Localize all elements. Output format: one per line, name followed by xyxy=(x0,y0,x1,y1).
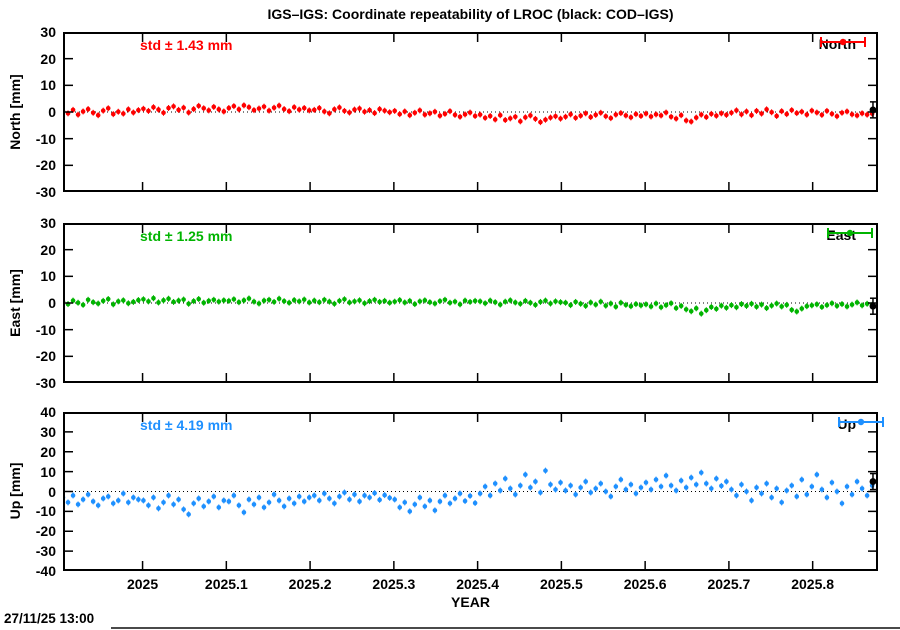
x-axis-label: YEAR xyxy=(451,594,490,610)
page-bottom-rule xyxy=(111,627,900,629)
x-tick-label: 2025.8 xyxy=(791,576,835,592)
x-tick-label: 2025.6 xyxy=(623,576,667,592)
y-tick-label: 10 xyxy=(40,463,56,480)
panel-up: std ± 4.19 mm Up xyxy=(63,412,885,571)
up-legend: Up xyxy=(837,416,885,432)
x-tick-label: 2025.4 xyxy=(456,576,500,592)
y-tick-label: 0 xyxy=(48,104,56,120)
x-tick-label: 2025 xyxy=(126,576,159,592)
y-tick-label: 20 xyxy=(40,241,56,258)
y-tick-label: 20 xyxy=(40,50,56,67)
panel-east: std ± 1.25 mm East xyxy=(63,223,878,383)
east-plot xyxy=(63,223,878,383)
y-tick-label: -20 xyxy=(35,157,56,174)
y-tick-label: 0 xyxy=(48,295,56,311)
y-tick-label: -30 xyxy=(35,375,56,391)
x-tick-label: 2025.3 xyxy=(372,576,416,592)
north-std-label: std ± 1.43 mm xyxy=(140,37,233,53)
y-tick-label: -30 xyxy=(35,543,56,560)
east-std-label: std ± 1.25 mm xyxy=(140,228,233,244)
y-tick-label: -20 xyxy=(35,348,56,365)
y-tick-label: 30 xyxy=(40,24,56,40)
x-tick-label: 2025.5 xyxy=(539,576,583,592)
up-std-label: std ± 4.19 mm xyxy=(140,417,233,433)
y-tick-label: 40 xyxy=(40,404,56,420)
x-tick-label: 2025.1 xyxy=(204,576,248,592)
errorbar-sample-icon xyxy=(819,37,866,47)
y-tick-label: -10 xyxy=(35,503,56,520)
up-plot xyxy=(63,412,878,571)
y-tick-label: -20 xyxy=(35,523,56,540)
panel-north: std ± 1.43 mm North xyxy=(63,32,878,192)
y-tick-label: 30 xyxy=(40,423,56,440)
errorbar-sample-icon xyxy=(827,228,874,238)
x-tick-label: 2025.7 xyxy=(707,576,751,592)
y-tick-label: -10 xyxy=(35,130,56,147)
north-legend-label: North xyxy=(818,36,856,52)
timestamp: 27/11/25 13:00 xyxy=(4,611,95,626)
y-tick-label: 30 xyxy=(40,215,56,231)
y-tick-label: 20 xyxy=(40,443,56,460)
y-tick-label: 10 xyxy=(40,268,56,285)
up-legend-label: Up xyxy=(837,416,856,432)
chart-title: IGS–IGS: Coordinate repeatability of LRO… xyxy=(267,6,674,22)
y-tick-label: 0 xyxy=(48,483,56,500)
north-plot xyxy=(63,32,878,192)
north-legend: North xyxy=(818,36,866,52)
y-tick-label: -10 xyxy=(35,321,56,338)
y-tick-label: 10 xyxy=(40,77,56,94)
east-legend: East xyxy=(826,227,874,243)
y-tick-label: -40 xyxy=(35,563,56,579)
x-tick-label: 2025.2 xyxy=(288,576,332,592)
y-tick-label: -30 xyxy=(35,184,56,200)
errorbar-sample-icon xyxy=(838,417,885,427)
